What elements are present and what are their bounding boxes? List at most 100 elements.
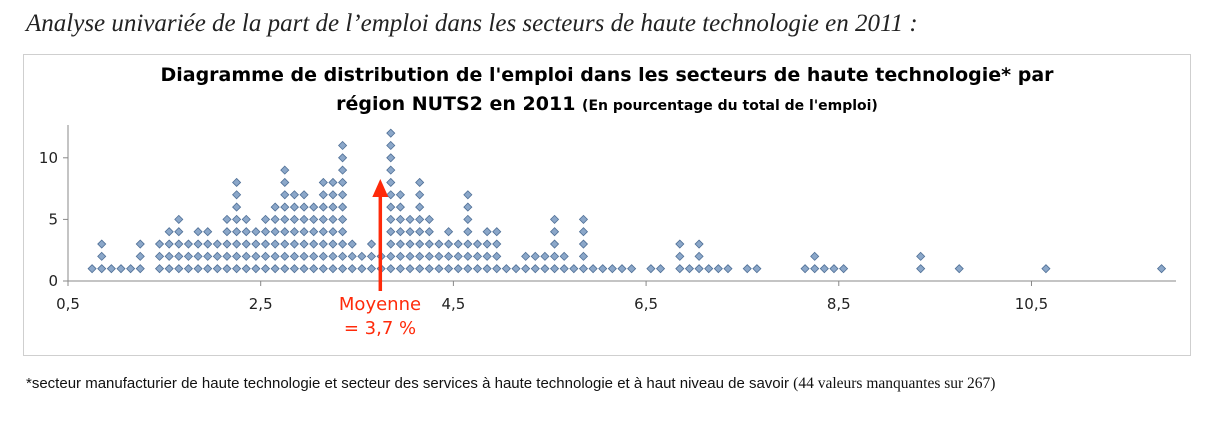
data-point: [164, 264, 174, 274]
data-point: [289, 214, 299, 224]
data-point: [444, 227, 454, 237]
data-point: [675, 251, 685, 261]
mean-label-line1: Moyenne: [338, 294, 422, 315]
data-point: [598, 264, 608, 274]
data-point: [463, 202, 473, 212]
data-point: [251, 239, 261, 249]
data-point: [472, 239, 483, 249]
data-point: [704, 264, 714, 274]
data-point: [800, 264, 810, 274]
data-point: [193, 227, 203, 237]
data-point: [386, 128, 396, 138]
y-tick-label: 0: [48, 272, 58, 290]
data-point: [395, 239, 405, 249]
data-point: [675, 264, 685, 274]
data-point: [386, 165, 396, 175]
data-point: [318, 177, 328, 188]
data-point: [222, 227, 232, 237]
data-point: [212, 239, 222, 249]
data-point: [289, 190, 299, 200]
data-point: [338, 165, 348, 175]
data-point: [135, 239, 145, 249]
data-point: [174, 214, 184, 224]
data-point: [752, 264, 762, 274]
data-point: [386, 264, 396, 274]
data-point: [540, 251, 550, 261]
data-point: [829, 264, 839, 274]
data-point: [309, 202, 319, 212]
data-point: [338, 251, 348, 261]
data-point: [405, 264, 415, 274]
data-point: [270, 251, 280, 261]
data-point: [578, 251, 589, 261]
mean-label-line2: = 3,7 %: [343, 318, 417, 339]
data-point: [549, 251, 560, 261]
data-point: [260, 264, 271, 274]
data-point: [916, 251, 926, 261]
data-point: [415, 190, 425, 200]
data-point: [97, 264, 107, 274]
data-point: [328, 264, 338, 274]
data-point: [318, 239, 328, 249]
data-point: [280, 214, 290, 224]
dot-plot: 0 5 10 0,5 2,5 4,5 6,5 8,5 10,5: [39, 125, 1176, 313]
data-points: [87, 128, 1167, 274]
data-point: [299, 264, 309, 274]
data-point: [578, 239, 589, 249]
data-point: [675, 239, 685, 249]
data-point: [540, 264, 550, 274]
data-point: [492, 251, 502, 261]
data-point: [424, 227, 434, 237]
data-point: [328, 202, 338, 212]
data-point: [694, 264, 704, 274]
data-point: [270, 202, 280, 212]
data-point: [810, 251, 820, 261]
data-point: [203, 227, 213, 237]
data-point: [241, 264, 251, 274]
data-point: [395, 264, 405, 274]
data-point: [318, 251, 328, 261]
data-point: [386, 153, 396, 163]
data-point: [116, 264, 126, 274]
data-point: [338, 140, 348, 151]
data-point: [549, 214, 560, 224]
data-point: [415, 214, 425, 224]
data-point: [260, 239, 271, 249]
data-point: [241, 227, 251, 237]
data-point: [193, 264, 203, 274]
data-point: [810, 264, 820, 274]
data-point: [511, 264, 521, 274]
data-point: [424, 239, 434, 249]
data-point: [260, 214, 271, 224]
data-point: [280, 190, 290, 200]
data-point: [395, 214, 405, 224]
mean-arrow-head: [372, 179, 389, 197]
data-point: [260, 227, 271, 237]
data-point: [434, 264, 444, 274]
data-point: [694, 251, 704, 261]
axes: 0 5 10 0,5 2,5 4,5 6,5 8,5 10,5: [39, 125, 1176, 313]
data-point: [260, 251, 271, 261]
data-point: [174, 227, 184, 237]
data-point: [559, 251, 569, 261]
data-point: [444, 239, 454, 249]
data-point: [492, 227, 502, 237]
data-point: [395, 202, 405, 212]
chart-title-line1: Diagramme de distribution de l'emploi da…: [160, 64, 1054, 86]
data-point: [174, 251, 184, 261]
data-point: [386, 202, 396, 212]
data-point: [299, 214, 309, 224]
data-point: [183, 239, 194, 249]
data-point: [232, 239, 242, 249]
data-point: [415, 251, 425, 261]
data-point: [916, 264, 926, 274]
data-point: [386, 214, 396, 224]
data-point: [318, 190, 328, 200]
data-point: [232, 251, 242, 261]
data-point: [453, 264, 463, 274]
data-point: [954, 264, 964, 274]
data-point: [482, 251, 492, 261]
data-point: [270, 227, 280, 237]
data-point: [338, 177, 348, 188]
data-point: [154, 251, 165, 261]
